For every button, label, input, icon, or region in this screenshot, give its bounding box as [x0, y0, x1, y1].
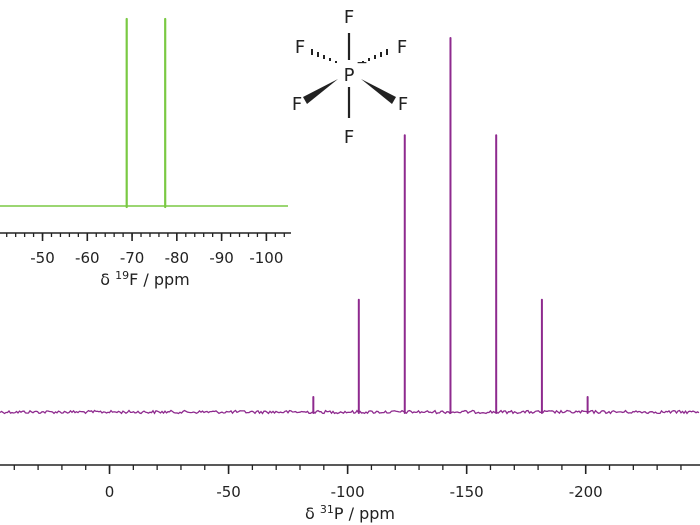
- p31-x-axis-label-mass-number: 31: [320, 503, 334, 516]
- fluorine-atom-upper-left: F: [295, 37, 305, 58]
- tick-label-19F: -50: [30, 249, 55, 267]
- tick-label-31P: 0: [105, 483, 115, 501]
- fluorine-atom-upper-right: F: [397, 37, 407, 58]
- tick-label-31P: -200: [569, 483, 603, 501]
- tick-label-31P: -150: [450, 483, 484, 501]
- tick-label-19F: -90: [209, 249, 234, 267]
- fluorine-atom-lower-right: F: [398, 94, 408, 115]
- fluorine-atom-lower-left: F: [292, 94, 302, 115]
- p31-x-axis-label-rest: P / ppm: [334, 504, 395, 523]
- tick-label-31P: -100: [331, 483, 365, 501]
- bond-wedge-left: [303, 79, 338, 104]
- bond-hashed-right: [362, 49, 388, 63]
- fluorine-atom-bottom: F: [344, 127, 354, 148]
- f19-x-axis-label-delta: δ: [100, 270, 115, 289]
- tick-label-19F: -80: [165, 249, 190, 267]
- f19-x-axis-label-rest: F / ppm: [129, 270, 190, 289]
- f19-x-axis-label-mass-number: 19: [115, 269, 129, 282]
- tick-label-19F: -60: [75, 249, 100, 267]
- tick-label-31P: -50: [216, 483, 241, 501]
- p31-spectrum-plot: 0 -50 -100 -150 -200 δ 31P / ppm: [0, 37, 700, 523]
- tick-label-19F: -100: [249, 249, 283, 267]
- phosphorus-atom: P: [344, 65, 355, 86]
- f19-x-axis: -50 -60 -70 -80 -90 -100: [0, 232, 291, 267]
- negative-charge: −: [356, 55, 368, 71]
- p31-x-axis-label: δ 31P / ppm: [305, 503, 395, 523]
- bond-hashed-left: [311, 49, 337, 63]
- f19-trace: [0, 17, 288, 209]
- pf6-anion-structure: F F F P − F F F: [292, 7, 408, 148]
- fluorine-atom-top: F: [344, 7, 354, 28]
- p31-x-axis: 0 -50 -100 -150 -200: [0, 464, 700, 501]
- p31-x-axis-label-delta: δ: [305, 504, 320, 523]
- f19-inset-plot: -50 -60 -70 -80 -90 -100 δ 19F / ppm: [0, 17, 291, 289]
- bond-wedge-right: [361, 79, 396, 104]
- tick-label-19F: -70: [120, 249, 145, 267]
- baseline-trace-31P: [0, 409, 700, 415]
- f19-x-axis-label: δ 19F / ppm: [100, 269, 190, 289]
- p31-trace: [0, 37, 700, 415]
